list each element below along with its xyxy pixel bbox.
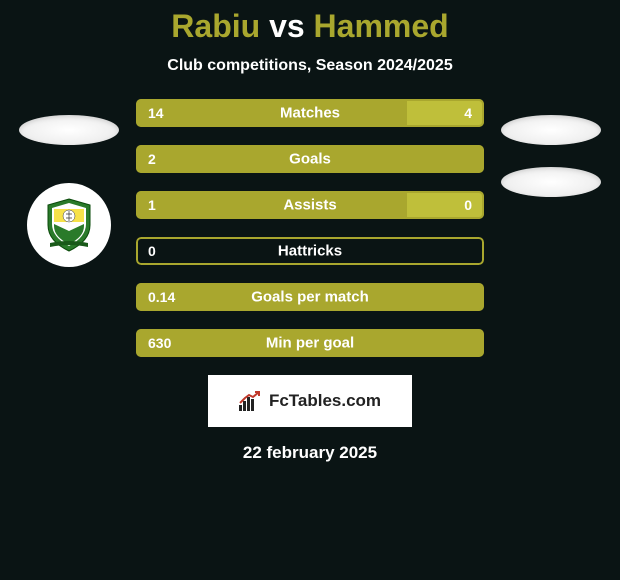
- date-text: 22 february 2025: [0, 443, 620, 463]
- player2-oval-badge-2: [501, 167, 601, 197]
- stat-bar: Goals 2: [136, 145, 484, 173]
- left-column: [8, 99, 130, 357]
- player1-club-logo: [27, 183, 111, 267]
- stat-value-left: 2: [148, 151, 156, 167]
- stat-bar-left-segment: [136, 191, 407, 219]
- stat-bar: Assists 1 0: [136, 191, 484, 219]
- stat-value-right: 4: [464, 105, 472, 121]
- fctables-logo-icon: [239, 391, 263, 411]
- stat-value-left: 14: [148, 105, 164, 121]
- stat-value-right: 0: [464, 197, 472, 213]
- player1-name: Rabiu: [171, 8, 260, 44]
- stat-label: Hattricks: [278, 243, 342, 260]
- branding-box: FcTables.com: [208, 375, 412, 427]
- stat-value-left: 0.14: [148, 289, 175, 305]
- subtitle: Club competitions, Season 2024/2025: [0, 57, 620, 75]
- stat-bar: Min per goal 630: [136, 329, 484, 357]
- right-column: [490, 99, 612, 357]
- vs-text: vs: [269, 8, 305, 44]
- stat-value-left: 630: [148, 335, 171, 351]
- stat-bar-right-segment: [407, 99, 484, 127]
- stat-label: Min per goal: [266, 335, 354, 352]
- shield-icon: [44, 197, 94, 253]
- stat-bar: Matches 14 4: [136, 99, 484, 127]
- stat-value-left: 0: [148, 243, 156, 259]
- player2-name: Hammed: [314, 8, 449, 44]
- stat-bar: Goals per match 0.14: [136, 283, 484, 311]
- comparison-infographic: Rabiu vs Hammed Club competitions, Seaso…: [0, 0, 620, 580]
- stat-label: Assists: [283, 197, 336, 214]
- stat-bar: Hattricks 0: [136, 237, 484, 265]
- branding-label: FcTables.com: [269, 391, 381, 411]
- player1-oval-badge: [19, 115, 119, 145]
- stat-bar-left-segment: [136, 99, 407, 127]
- stats-column: Matches 14 4 Goals 2 Assists 1 0 Hattricks 0 Goals…: [130, 99, 490, 357]
- stat-bar-right-segment: [407, 191, 484, 219]
- main-area: Matches 14 4 Goals 2 Assists 1 0 Hattricks 0 Goals…: [0, 99, 620, 357]
- title-row: Rabiu vs Hammed: [0, 8, 620, 45]
- stat-label: Matches: [280, 105, 340, 122]
- stat-label: Goals per match: [251, 289, 369, 306]
- stat-value-left: 1: [148, 197, 156, 213]
- stat-label: Goals: [289, 151, 331, 168]
- player2-oval-badge-1: [501, 115, 601, 145]
